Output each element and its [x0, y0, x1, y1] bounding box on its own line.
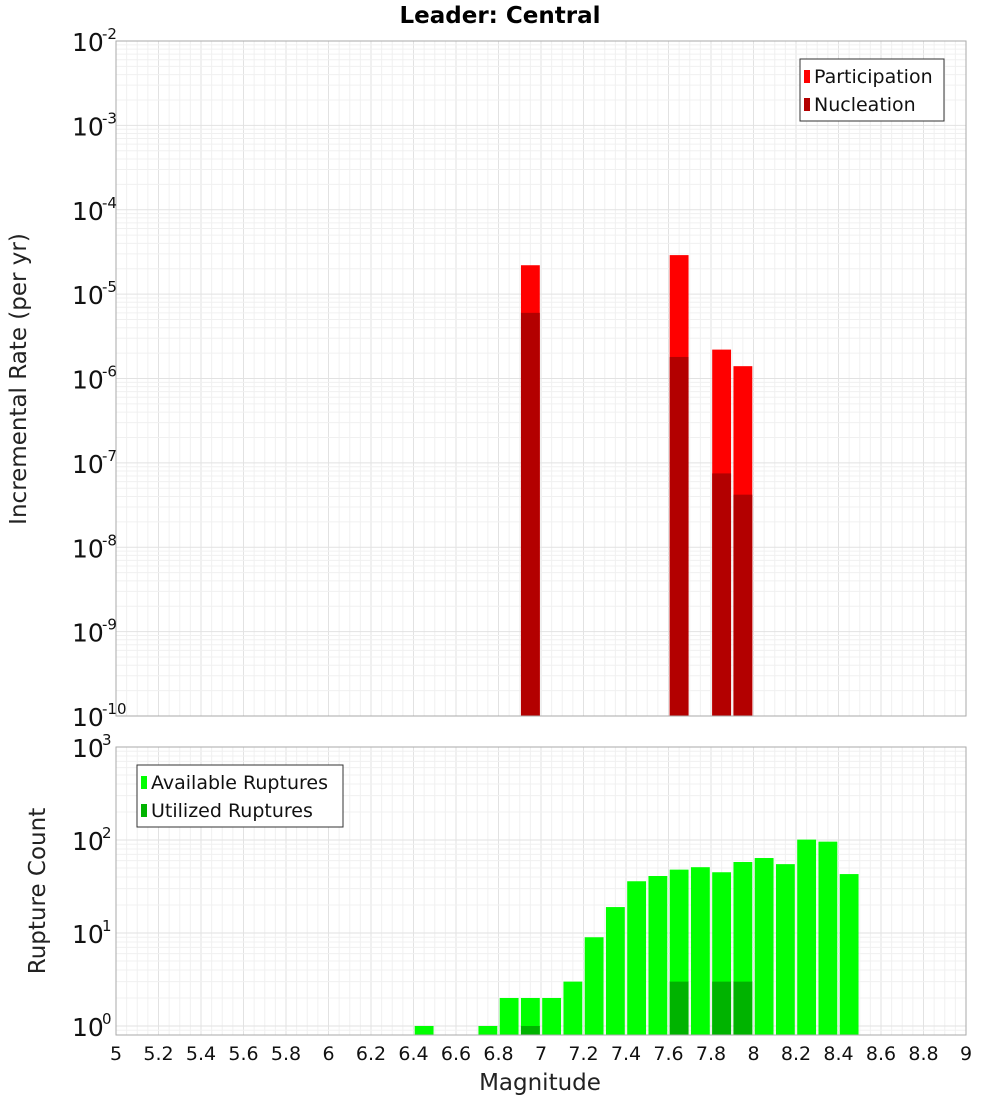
bottom-legend-label: Available Ruptures — [151, 772, 328, 794]
bottom-bar-available-ruptures — [775, 864, 795, 1035]
x-tick-label: 5.6 — [228, 1043, 258, 1065]
bottom-y-tick-label: 10 — [72, 734, 104, 763]
top-bar-nucleation — [669, 356, 689, 716]
top-y-tick-label: 10 — [72, 112, 104, 141]
bottom-bar-available-ruptures — [818, 841, 838, 1035]
top-y-axis-label: Incremental Rate (per yr) — [6, 233, 32, 525]
x-tick-label: 6.6 — [441, 1043, 471, 1065]
x-tick-label: 7.2 — [568, 1043, 598, 1065]
top-y-tick-label: 10 — [72, 281, 104, 310]
x-tick-label: 6 — [322, 1043, 334, 1065]
x-axis-label: Magnitude — [479, 1070, 601, 1096]
bottom-y-tick-label: 10 — [72, 827, 104, 856]
bottom-bar-available-ruptures — [499, 997, 519, 1035]
top-y-tick-exponent: -8 — [102, 531, 117, 549]
bottom-y-tick-exponent: 1 — [102, 917, 112, 935]
x-tick-label: 7 — [535, 1043, 547, 1065]
bottom-bar-available-ruptures — [690, 867, 710, 1035]
top-y-tick-label: 10 — [72, 28, 104, 57]
top-y-tick-exponent: -7 — [102, 447, 117, 465]
bottom-bar-available-ruptures — [520, 997, 540, 1035]
top-y-tick-label: 10 — [72, 366, 104, 395]
top-y-tick-exponent: -6 — [102, 363, 117, 381]
x-tick-label: 7.8 — [696, 1043, 726, 1065]
bottom-bar-available-ruptures — [563, 981, 583, 1035]
bottom-series-utilized-ruptures — [520, 981, 753, 1035]
top-plot-border — [115, 40, 967, 717]
bottom-legend-swatch — [141, 804, 147, 817]
bottom-bar-available-ruptures — [584, 937, 604, 1035]
bottom-bar-available-ruptures — [648, 876, 668, 1035]
x-tick-label: 6.4 — [398, 1043, 428, 1065]
bottom-legend-label: Utilized Ruptures — [151, 800, 313, 822]
x-tick-label: 5.4 — [186, 1043, 216, 1065]
bottom-bar-available-ruptures — [605, 907, 625, 1035]
bottom-legend-swatch — [141, 776, 147, 789]
x-tick-label: 9 — [960, 1043, 972, 1065]
bottom-y-tick-exponent: 0 — [102, 1010, 112, 1028]
bottom-bar-available-ruptures — [839, 874, 859, 1035]
bottom-bar-available-ruptures — [797, 839, 817, 1035]
top-legend-box — [799, 58, 945, 122]
x-tick-label: 8.8 — [908, 1043, 938, 1065]
bottom-bar-available-ruptures — [478, 1025, 498, 1035]
chart-title: Leader: Central — [400, 3, 601, 29]
x-tick-labels: 5 5.2 5.4 5.6 5.8 6 6.2 6.4 6.6 6.8 7 7.2 7.4 7.6 7.8 8… — [110, 1043, 972, 1065]
top-bar-nucleation — [520, 312, 540, 716]
bottom-bar-utilized-ruptures — [712, 981, 732, 1035]
top-y-tick-label: 10 — [72, 619, 104, 648]
bottom-y-axis-label: Rupture Count — [25, 808, 51, 974]
x-tick-label: 7.4 — [611, 1043, 641, 1065]
x-tick-label: 7.6 — [653, 1043, 683, 1065]
bottom-y-tick-label: 10 — [72, 1013, 104, 1042]
bottom-y-tick-exponent: 2 — [102, 824, 112, 842]
x-tick-label: 6.8 — [483, 1043, 513, 1065]
bottom-bar-utilized-ruptures — [669, 981, 689, 1035]
top-legend: Participation Nucleation — [799, 58, 945, 122]
bottom-bar-available-ruptures — [414, 1025, 434, 1035]
x-tick-label: 5.2 — [143, 1043, 173, 1065]
bottom-bar-utilized-ruptures — [520, 1025, 540, 1035]
x-tick-label: 5 — [110, 1043, 122, 1065]
top-y-tick-exponent: -10 — [102, 700, 127, 718]
top-bar-nucleation — [733, 494, 753, 716]
top-bar-nucleation — [712, 473, 732, 716]
bottom-bar-available-ruptures — [627, 881, 647, 1035]
bottom-legend: Available Ruptures Utilized Ruptures — [136, 764, 344, 828]
top-y-tick-label: 10 — [72, 450, 104, 479]
bottom-legend-box — [136, 764, 344, 828]
top-series-nucleation — [520, 312, 753, 716]
x-tick-label: 5.8 — [271, 1043, 301, 1065]
top-legend-swatch — [804, 98, 810, 111]
top-y-tick-label: 10 — [72, 197, 104, 226]
x-tick-label: 8 — [747, 1043, 759, 1065]
top-y-tick-exponent: -5 — [102, 278, 117, 296]
x-tick-label: 8.4 — [823, 1043, 853, 1065]
bottom-bar-available-ruptures — [754, 858, 774, 1035]
top-legend-label: Nucleation — [814, 94, 916, 116]
bottom-bar-available-ruptures — [542, 997, 562, 1035]
bottom-y-tick-exponent: 3 — [102, 731, 112, 749]
x-tick-label: 6.2 — [356, 1043, 386, 1065]
x-tick-label: 8.6 — [866, 1043, 896, 1065]
top-legend-label: Participation — [814, 66, 933, 88]
bottom-plot-border — [115, 746, 967, 1036]
bottom-y-tick-label: 10 — [72, 920, 104, 949]
top-y-tick-exponent: -2 — [102, 25, 117, 43]
top-plot-panel: 10-1010-910-810-710-610-510-410-310-2Par… — [72, 25, 967, 732]
top-legend-swatch — [804, 70, 810, 83]
x-tick-label: 8.2 — [781, 1043, 811, 1065]
top-y-tick-label: 10 — [72, 703, 104, 732]
top-y-tick-exponent: -3 — [102, 109, 117, 127]
top-y-tick-exponent: -9 — [102, 616, 117, 634]
top-y-tick-label: 10 — [72, 534, 104, 563]
top-y-tick-exponent: -4 — [102, 194, 117, 212]
bottom-bar-utilized-ruptures — [733, 981, 753, 1035]
top-gridlines — [115, 40, 967, 717]
